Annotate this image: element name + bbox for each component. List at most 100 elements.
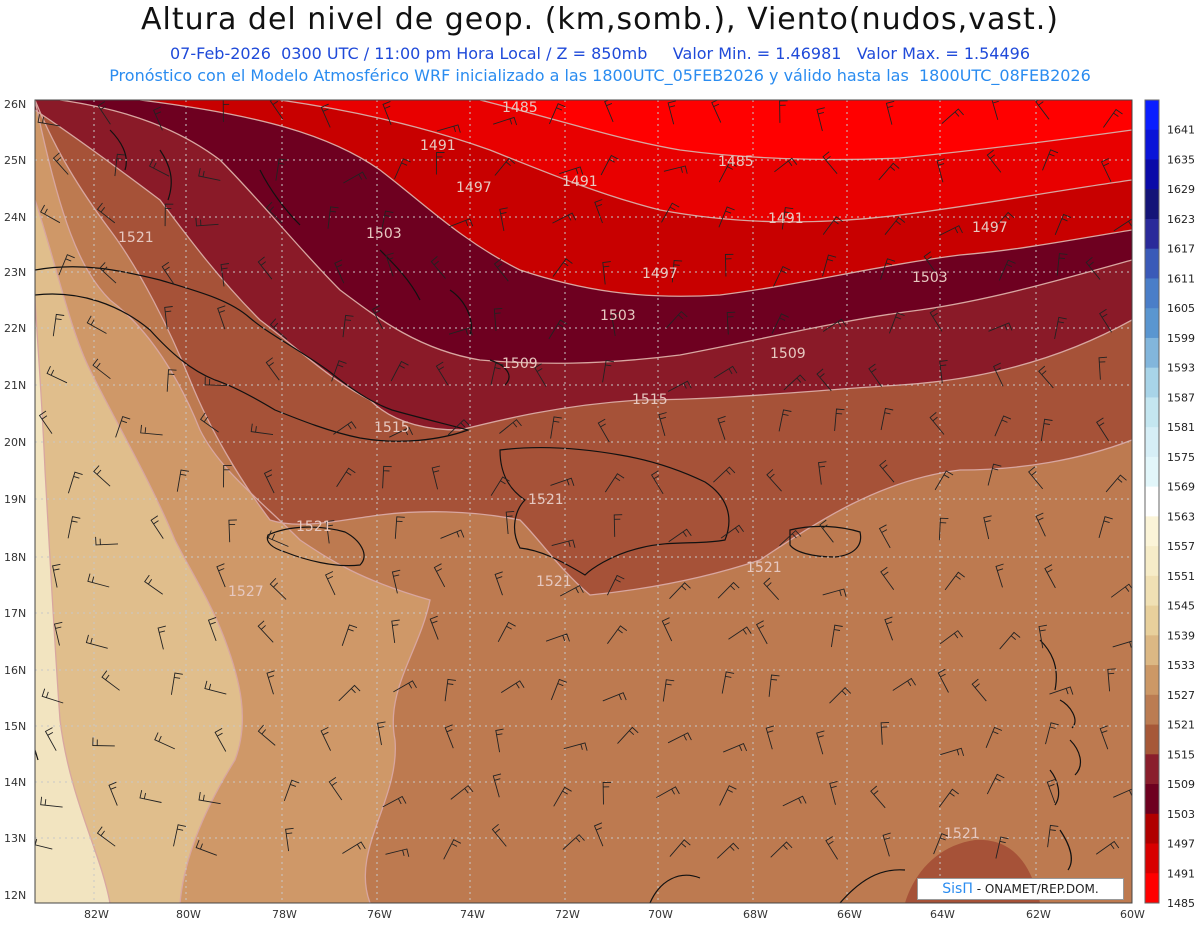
contour-label: 1521 [746, 560, 782, 576]
wind-barb [1035, 512, 1046, 537]
wind-barb [993, 211, 1015, 230]
contour-label: 1503 [600, 308, 636, 324]
wind-barb [607, 625, 628, 644]
wind-barb [650, 470, 664, 495]
wind-barb [1113, 788, 1132, 798]
wind-barb [1042, 149, 1059, 171]
colorbar-swatch [1145, 367, 1159, 398]
wind-barb [228, 519, 237, 543]
wind-barb [971, 678, 987, 702]
wind-barb [385, 252, 394, 277]
colorbar-swatch [1145, 337, 1159, 369]
wind-barb [491, 823, 507, 847]
lat-label: 25N [4, 154, 26, 167]
wind-barb [500, 680, 525, 693]
wind-barb [85, 634, 108, 649]
contour-label: 1497 [456, 180, 492, 196]
contour-labels: 1485 1491 1497 1485 1491 1491 1497 1503 … [118, 100, 1008, 842]
wind-barb [999, 631, 1021, 650]
wind-barb [559, 584, 584, 597]
lon-label: 78W [272, 908, 297, 921]
wind-barb [606, 574, 625, 596]
wind-barb [885, 100, 895, 125]
lon-label: 74W [460, 908, 485, 921]
wind-barb [380, 210, 394, 233]
wind-barb [768, 674, 780, 697]
wind-barb [285, 827, 294, 852]
colorbar-label: 1611 [1167, 272, 1195, 285]
wind-barb [195, 217, 219, 227]
wind-barb [198, 792, 221, 805]
wind-barb [38, 410, 53, 434]
lat-label: 24N [4, 211, 26, 224]
wind-barb [1100, 158, 1112, 182]
lat-label: 17N [4, 607, 26, 620]
wind-barb [263, 469, 275, 494]
colorbar-swatch [1145, 100, 1159, 131]
wind-barb [493, 258, 509, 282]
wind-barb [822, 254, 837, 277]
contour-label: 1521 [296, 519, 332, 535]
wind-barb [164, 306, 173, 330]
wind-barb [494, 157, 516, 176]
wind-barb [382, 465, 392, 489]
contour-label: 1521 [536, 574, 572, 590]
contour-label: 1521 [118, 230, 154, 246]
wind-barb [781, 207, 794, 230]
wind-barb [933, 833, 950, 855]
wind-barb [870, 785, 886, 809]
wind-barb [40, 796, 63, 808]
wind-barb [450, 785, 474, 800]
contour-label: 1527 [228, 584, 264, 600]
wind-barb [779, 529, 802, 547]
colorbar-swatch [1145, 189, 1159, 220]
wind-barb [1044, 564, 1056, 589]
wind-barb [717, 415, 726, 440]
wind-barb [444, 724, 454, 749]
wind-barb [548, 103, 566, 125]
wind-barb [490, 476, 510, 496]
wind-barb [390, 360, 409, 382]
colorbar-swatch [1145, 813, 1159, 845]
colorbar-label: 1623 [1167, 213, 1195, 226]
wind-barb [86, 315, 107, 334]
wind-barb [718, 206, 735, 228]
wind-barb [825, 836, 838, 860]
wind-barb [166, 369, 177, 392]
wind-barb [92, 358, 111, 380]
wind-barb [325, 571, 336, 596]
colorbar-swatch [1145, 694, 1159, 726]
wind-barb [391, 569, 401, 594]
wind-barb [934, 470, 954, 491]
wind-barb [150, 515, 164, 539]
wind-barb [157, 625, 166, 650]
colorbar-label: 1587 [1167, 391, 1195, 404]
contour-label: 1485 [718, 154, 754, 170]
wind-barb [939, 630, 963, 645]
colorbar-swatch [1145, 248, 1159, 279]
wind-barb [600, 154, 619, 176]
wind-barb [829, 780, 838, 805]
colorbar-swatch [1145, 754, 1159, 785]
wind-barb [822, 318, 847, 332]
wind-barb [333, 421, 357, 435]
contour-label: 1521 [528, 492, 564, 508]
wind-barb [499, 419, 522, 434]
wind-barb [995, 836, 1009, 859]
wind-barb [550, 416, 562, 439]
contour-label: 1497 [972, 220, 1008, 236]
wind-barb [771, 313, 789, 334]
colorbar-swatch [1145, 159, 1159, 190]
wind-barb [986, 149, 1002, 173]
wind-barb [490, 362, 504, 385]
lon-label: 62W [1026, 908, 1051, 921]
wind-barb [325, 520, 335, 544]
wind-barb [816, 730, 825, 755]
wind-barb [929, 412, 945, 435]
colorbar-label: 1521 [1167, 719, 1195, 732]
wind-barb [545, 633, 570, 642]
wind-barb [52, 563, 61, 588]
wind-barb [269, 318, 288, 340]
wind-barb [713, 365, 738, 379]
